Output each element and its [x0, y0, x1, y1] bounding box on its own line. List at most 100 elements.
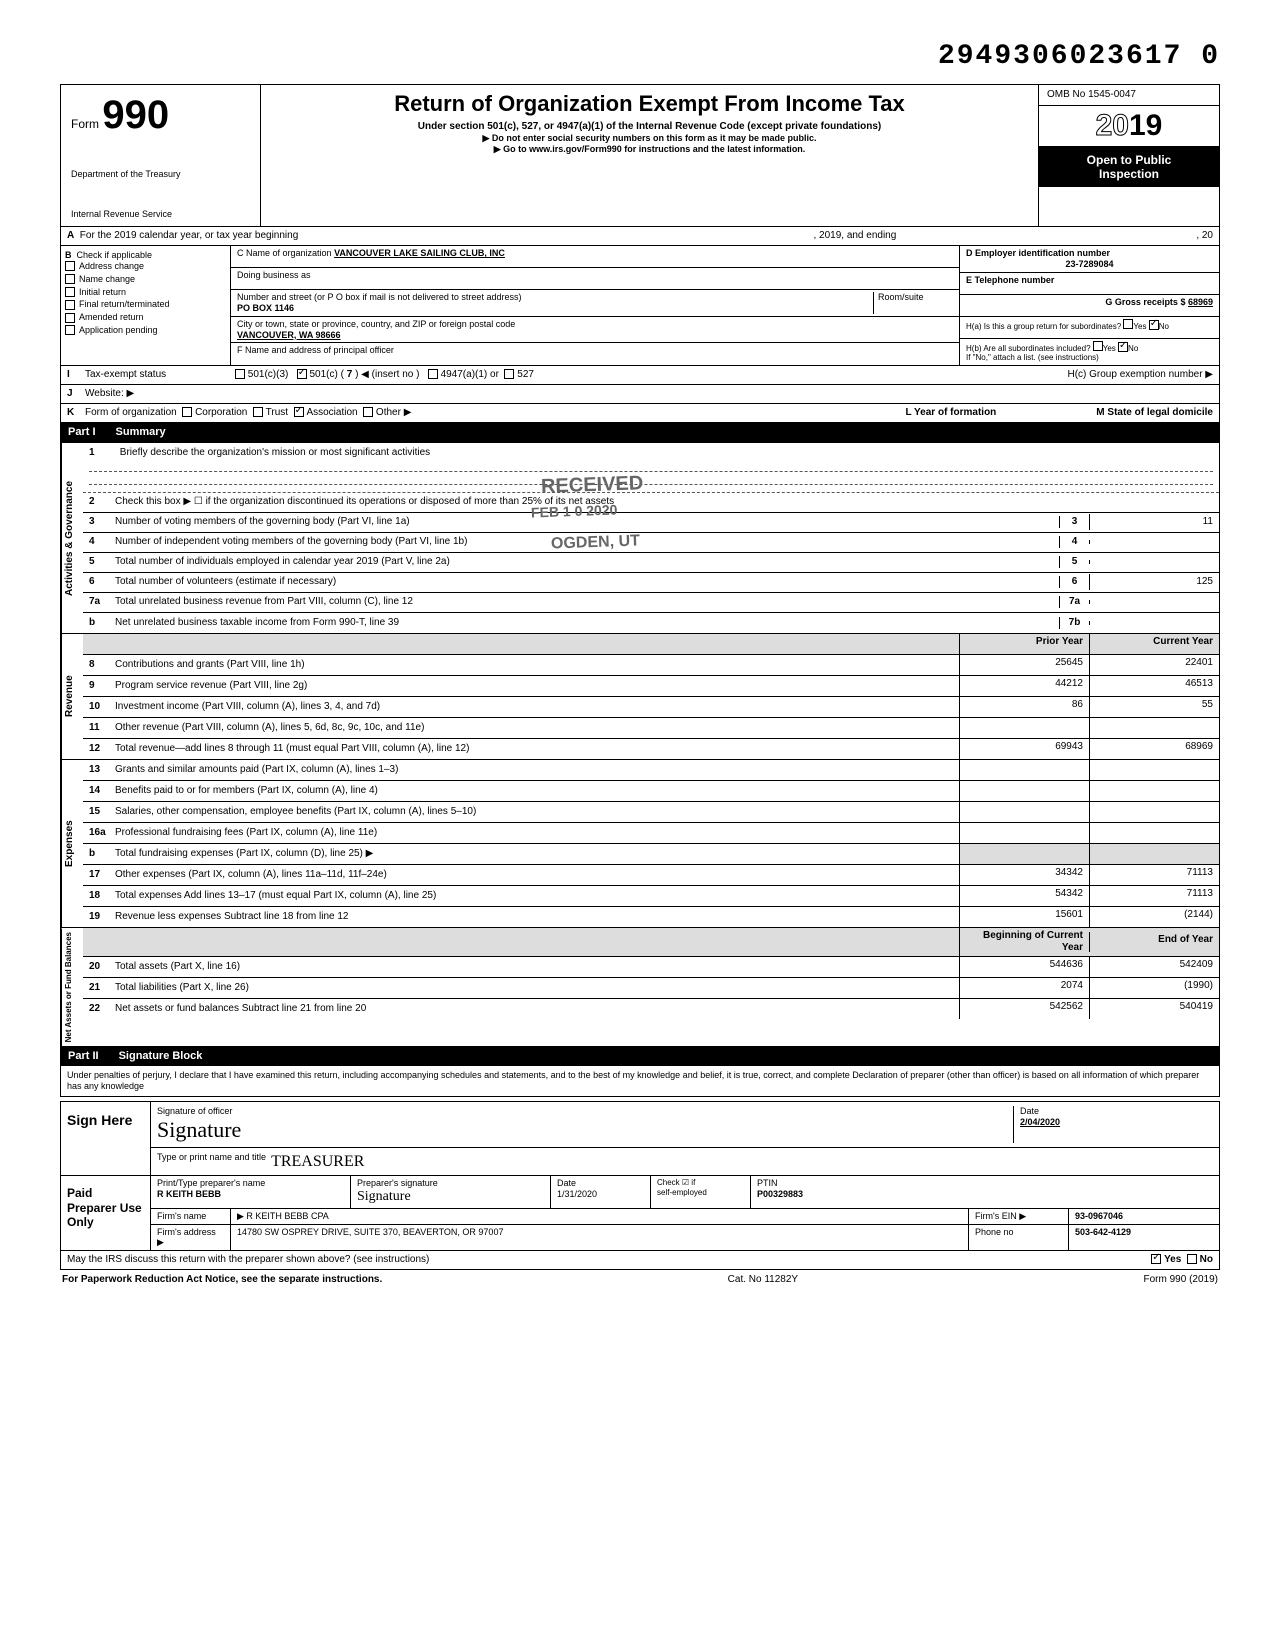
cb-corp[interactable] [182, 407, 192, 417]
cb-527[interactable] [504, 369, 514, 379]
r10-v1: 86 [959, 697, 1089, 717]
firm-addr-label: Firm's address ▶ [151, 1225, 231, 1251]
ptin-value: P00329883 [757, 1189, 1213, 1200]
open-public: Open to Public Inspection [1039, 147, 1219, 188]
line7b-val [1089, 621, 1219, 625]
footer: For Paperwork Reduction Act Notice, see … [60, 1270, 1220, 1290]
na20-v1: 544636 [959, 957, 1089, 977]
signature-block: Sign Here Signature of officer Signature… [60, 1101, 1220, 1251]
cb-name-change[interactable] [65, 274, 75, 284]
cb-address-change[interactable] [65, 261, 75, 271]
line3-vn: 3 [1059, 516, 1089, 528]
opt-4947: 4947(a)(1) or [441, 369, 499, 381]
side-governance: Activities & Governance [61, 443, 83, 633]
check-self-label: Check ☑ if [657, 1178, 744, 1188]
e16a-v2 [1089, 823, 1219, 843]
line3-text: Number of voting members of the governin… [111, 514, 1059, 530]
firm-name-label: Firm's name [151, 1209, 231, 1224]
part1-label: Part I [68, 426, 96, 439]
na22-v2: 540419 [1089, 999, 1219, 1019]
e16b-text: Total fundraising expenses (Part IX, col… [111, 846, 959, 862]
cb-ha-yes[interactable] [1123, 319, 1133, 329]
line3-val: 11 [1089, 514, 1219, 530]
cb-trust[interactable] [253, 407, 263, 417]
line4-vn: 4 [1059, 536, 1089, 548]
dept-irs: Internal Revenue Service [71, 209, 250, 220]
firm-ein-label: Firm's EIN ▶ [969, 1209, 1069, 1224]
na20-v2: 542409 [1089, 957, 1219, 977]
opt-trust: Trust [266, 407, 288, 419]
check-applicable: Check if applicable [77, 250, 153, 260]
opt-corp: Corporation [195, 407, 247, 419]
sign-date: 2/04/2020 [1020, 1117, 1213, 1128]
e13-num: 13 [83, 764, 111, 776]
street-value: PO BOX 1146 [237, 303, 294, 313]
cb-hb-no[interactable] [1118, 342, 1128, 352]
cb-discuss-yes[interactable] [1151, 1254, 1161, 1264]
cb-501c3[interactable] [235, 369, 245, 379]
line7a-vn: 7a [1059, 596, 1089, 608]
open-line1: Open to Public [1043, 153, 1215, 167]
e15-text: Salaries, other compensation, employee b… [111, 804, 959, 820]
na20-text: Total assets (Part X, line 16) [111, 959, 959, 975]
line7b-text: Net unrelated business taxable income fr… [111, 615, 1059, 631]
part2-header: Part II Signature Block [60, 1047, 1220, 1066]
row-j: J Website: ▶ [60, 385, 1220, 404]
line6-num: 6 [83, 576, 111, 588]
part1-header: Part I Summary [60, 423, 1220, 442]
r9-v2: 46513 [1089, 676, 1219, 696]
row-a-text2: , 2019, and ending [813, 230, 896, 242]
e19-num: 19 [83, 911, 111, 923]
year-solid: 19 [1129, 109, 1162, 142]
e16a-num: 16a [83, 827, 111, 839]
label-k: K [67, 407, 85, 419]
phone-label: Phone no [969, 1225, 1069, 1251]
prep-signature: Signature [357, 1189, 544, 1206]
omb-number: OMB No 1545-0047 [1039, 85, 1219, 106]
e-label: E Telephone number [966, 275, 1054, 285]
part1-title: Summary [116, 426, 166, 439]
dba-label: Doing business as [231, 268, 959, 290]
row-a-text3: , 20 [1196, 230, 1213, 242]
na21-v2: (1990) [1089, 978, 1219, 998]
mission-line: 1 Briefly describe the organization's mi… [83, 443, 1219, 493]
r11-v1 [959, 718, 1089, 738]
e17-num: 17 [83, 869, 111, 881]
governance-section: Activities & Governance 1 Briefly descri… [60, 443, 1220, 634]
col-b: B Check if applicable Address change Nam… [61, 246, 231, 365]
section-bcd: B Check if applicable Address change Nam… [60, 246, 1220, 366]
form-num: 990 [102, 93, 169, 137]
opt-initial: Initial return [79, 287, 126, 298]
cb-hb-yes[interactable] [1093, 341, 1103, 351]
discuss-text: May the IRS discuss this return with the… [67, 1254, 429, 1266]
cb-other[interactable] [363, 407, 373, 417]
date-label: Date [1020, 1106, 1213, 1117]
hdr-prior: Prior Year [959, 634, 1089, 654]
cb-final[interactable] [65, 300, 75, 310]
d-label: D Employer identification number [966, 248, 1110, 258]
tax-year: 2019 [1039, 106, 1219, 147]
cb-discuss-no[interactable] [1187, 1254, 1197, 1264]
cb-assoc[interactable] [294, 407, 304, 417]
line2-text: Check this box ▶ ☐ if the organization d… [111, 494, 1219, 510]
cb-4947[interactable] [428, 369, 438, 379]
line4-text: Number of independent voting members of … [111, 534, 1059, 550]
cb-pending[interactable] [65, 325, 75, 335]
subtitle-2: ▶ Do not enter social security numbers o… [271, 133, 1028, 144]
header-center: Return of Organization Exempt From Incom… [261, 85, 1039, 227]
label-i: I [67, 369, 85, 381]
e14-num: 14 [83, 785, 111, 797]
firm-ein: 93-0967046 [1069, 1209, 1219, 1224]
city-value: VANCOUVER, WA 98666 [237, 330, 341, 340]
officer-signature: Signature [157, 1117, 1013, 1143]
cb-501c[interactable] [297, 369, 307, 379]
cb-amended[interactable] [65, 313, 75, 323]
label-j: J [67, 388, 85, 400]
na22-num: 22 [83, 1003, 111, 1015]
opt-501c: 501(c) ( [309, 369, 343, 381]
e13-v2 [1089, 760, 1219, 780]
cb-ha-no[interactable] [1149, 320, 1159, 330]
cb-initial[interactable] [65, 287, 75, 297]
netassets-section: Net Assets or Fund Balances Beginning of… [60, 928, 1220, 1047]
firm-name: ▶ R KEITH BEBB CPA [231, 1209, 969, 1224]
